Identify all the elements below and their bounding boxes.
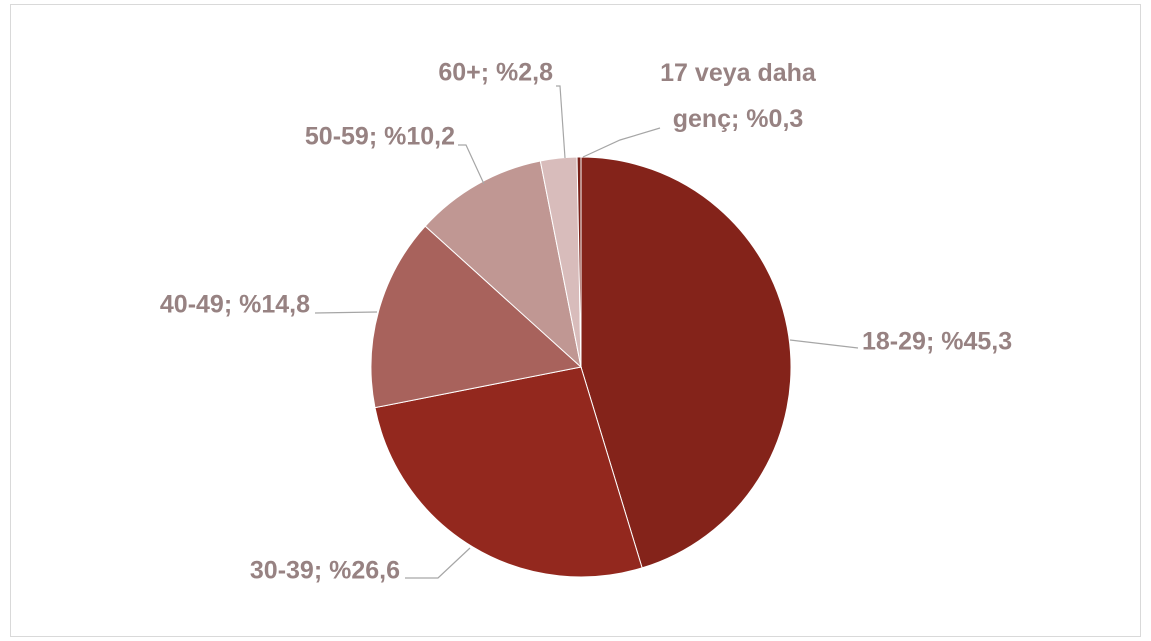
data-label: 30-39; %26,6 [250, 557, 400, 585]
leader-line [556, 85, 566, 159]
leader-line [789, 339, 859, 349]
pie-slice [580, 156, 792, 569]
pie-slice [576, 156, 582, 368]
leader-line [314, 311, 378, 314]
pie-slice [374, 366, 643, 578]
leader-lines [314, 85, 859, 579]
data-label-line: genç; %0,3 [673, 105, 804, 133]
pie-slice [370, 225, 583, 409]
data-label: 60+; %2,8 [438, 59, 553, 87]
data-label: 40-49; %14,8 [160, 291, 310, 319]
data-label: 50-59; %10,2 [305, 123, 455, 151]
leader-line [405, 547, 471, 579]
leader-line [458, 144, 485, 185]
data-label: 17 veya daha genç; %0,3 [660, 59, 817, 133]
pie-slice [424, 160, 582, 369]
data-label-line: 17 veya daha [660, 59, 817, 87]
data-label: 18-29; %45,3 [862, 328, 1012, 356]
leader-line [582, 127, 661, 158]
